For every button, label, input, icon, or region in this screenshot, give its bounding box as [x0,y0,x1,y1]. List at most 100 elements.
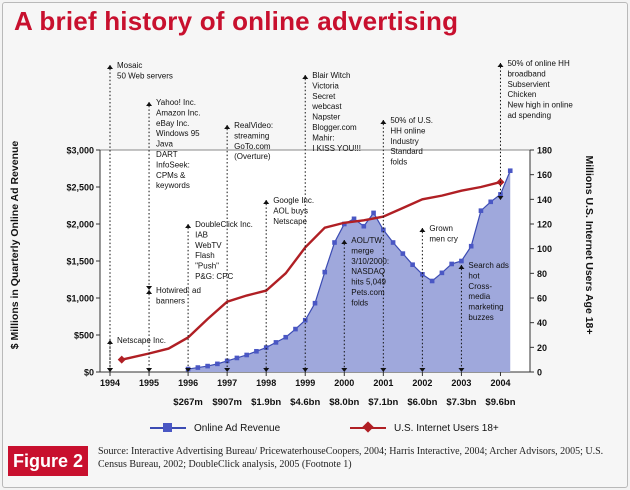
revenue-point [381,227,386,233]
y-right-tick-label: 20 [537,343,547,353]
chart-title: A brief history of online advertising [14,6,459,36]
annotation-text: CPMs & [156,171,186,180]
revenue-point [215,361,220,367]
annotation-arrow-down [458,368,465,372]
annotation-text: WebTV [195,241,222,250]
annotation-text: buzzes [468,313,493,322]
annotation-text: webcast [311,102,342,111]
annotation-text: IAB [195,230,208,239]
annotation-arrow-up [224,125,231,129]
revenue-point [400,251,406,256]
y-left-tick-label: $0 [84,368,94,378]
revenue-point [205,363,210,369]
users-line [121,180,501,361]
revenue-point [224,358,230,364]
annotation-text: GoTo.com [234,142,271,151]
revenue-point [234,355,240,361]
annotation-text: Chicken [507,90,536,99]
annotation-text: Hotwired: ad [156,286,201,295]
revenue-total-label: $8.0bn [329,397,359,408]
legend: Online Ad Revenue U.S. Internet Users 18… [150,421,570,440]
annotation-text: eBay Inc. [156,119,189,128]
annotation-arrow-down [224,368,231,372]
legend-label-users: U.S. Internet Users 18+ [394,422,499,434]
chart-canvas: $0 $500 $1,000 $1,500 $2,000 $2,500 $3,000 0 20 4… [66,59,573,408]
y-axis-left-label: $ Millions in Quarterly Online Ad Revenu… [9,140,21,350]
x-tick-label: 1997 [217,378,237,388]
revenue-area [188,170,511,372]
revenue-total-label: $7.1bn [368,397,398,408]
annotation-text: media [468,292,490,301]
revenue-point [410,262,415,267]
legend-swatch-revenue [150,422,186,434]
annotation-text: 3/10/2000: [351,257,389,266]
annotation-arrow-down [341,368,348,372]
annotation-text: "Push" [195,262,219,271]
annotation-text: hot [468,271,480,280]
revenue-point [498,192,503,197]
annotation-text: Flash [195,251,215,260]
annotation-arrow-up [185,224,192,228]
x-tick-label: 1999 [295,378,315,388]
revenue-total-label: $7.3bn [446,397,476,408]
revenue-point [390,240,396,245]
revenue-point [449,261,454,267]
x-tick-label: 1994 [100,378,120,388]
annotation-text: merge [351,246,374,255]
revenue-point [332,240,337,245]
y-left-tick-label: $3,000 [66,146,94,156]
annotation-text: folds [351,298,368,307]
annotation-text: Mahir: [312,133,334,142]
revenue-total-label: $6.0bn [407,397,437,408]
annotation-text: Blogger.com [312,123,357,132]
annotation-text: Java [156,140,173,149]
annotation-text: Search ads [468,261,508,270]
annotation-text: InfoSeek: [156,160,190,169]
annotation-text: Secret [312,92,336,101]
annotation-text: Subservient [507,80,550,89]
annotation-text: Cross- [468,282,492,291]
annotation-arrow-up [458,265,465,269]
annotation-text: Google Inc. [273,196,314,205]
annotation-text: DoubleClick Inc. [195,220,253,229]
annotation-arrow-up [263,200,270,204]
annotation-text: Grown [429,224,453,233]
legend-swatch-users [350,421,386,434]
y-axis-right-label: Millions U.S. Internet Users Age 18+ [583,155,595,335]
y-right-tick-label: 160 [537,170,552,180]
revenue-point [459,258,464,264]
annotation-text: Mosaic [117,61,142,70]
annotation-text: I KISS YOU!!! [312,144,361,153]
annotation-arrow-up [107,65,113,69]
revenue-point [488,199,494,205]
annotation-text: Netscape Inc. [117,336,166,345]
y-right-tick-label: 140 [537,195,552,205]
revenue-total-label: $907m [212,397,242,408]
y-right-tick-label: 40 [537,318,547,328]
annotation-text: Yahoo! Inc. [156,98,196,107]
source-note: Source: Interactive Advertising Bureau/ … [98,446,604,470]
revenue-total-label: $9.6bn [485,397,515,408]
annotation-text: NASDAQ [351,267,385,276]
annotation-text: Victoria [312,81,339,90]
annotation-text: P&G: CPC [195,272,233,281]
annotation-arrow-down [185,368,192,372]
revenue-point [283,334,289,340]
revenue-point [468,243,474,249]
annotation-arrow-down [146,368,153,372]
revenue-point [254,348,259,354]
revenue-point [420,272,425,277]
annotation-text: AOL/TW [351,236,382,245]
x-tick-label: 1996 [178,378,198,388]
x-tick-label: 2004 [490,378,510,388]
y-left-tick-label: $1,000 [66,294,94,304]
revenue-point [429,278,435,284]
revenue-point [507,168,513,174]
annotation-text: hits 5,049 [351,278,386,287]
annotation-text: AOL buys [273,206,308,215]
annotation-arrow-up [302,75,309,79]
revenue-point [312,300,318,306]
annotation-text: marketing [468,303,503,312]
annotation-text: 50% of U.S. [390,116,433,125]
legend-item-revenue: Online Ad Revenue [150,422,280,434]
